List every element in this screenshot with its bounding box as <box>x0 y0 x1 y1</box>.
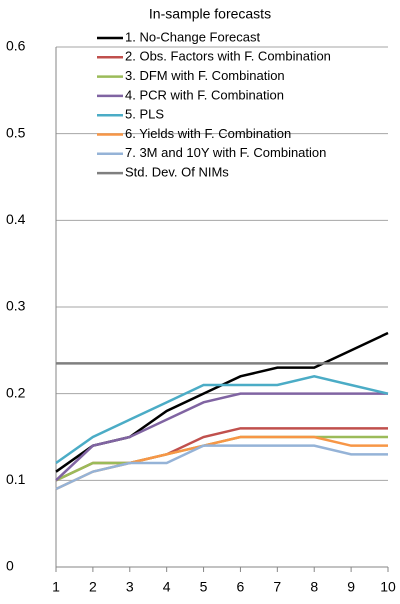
legend-label: 7. 3M and 10Y with F. Combination <box>125 145 326 160</box>
x-tick-label: 10 <box>380 579 396 595</box>
legend-label: 2. Obs. Factors with F. Combination <box>125 49 331 64</box>
x-tick-label: 2 <box>89 579 97 595</box>
series-line <box>55 392 388 482</box>
series-line <box>55 375 389 465</box>
x-tick-label: 4 <box>163 579 171 595</box>
y-tick-label: 0.3 <box>6 298 26 314</box>
legend-label: 6. Yields with F. Combination <box>125 126 291 141</box>
x-tick-label: 1 <box>52 579 60 595</box>
y-tick-label: 0.1 <box>6 471 26 487</box>
x-tick-label: 3 <box>126 579 134 595</box>
y-tick-label: 0.4 <box>6 211 26 227</box>
legend-label: 3. DFM with F. Combination <box>125 68 285 83</box>
legend-label: 5. PLS <box>125 107 164 122</box>
series-line <box>55 444 388 491</box>
y-tick-label: 0.6 <box>6 38 26 54</box>
x-tick-label: 6 <box>237 579 245 595</box>
y-tick-label: 0.5 <box>6 124 26 140</box>
y-tick-label: 0.2 <box>6 384 26 400</box>
x-tick-label: 8 <box>310 579 318 595</box>
chart-title: In-sample forecasts <box>149 6 271 22</box>
legend-label: 4. PCR with F. Combination <box>125 87 284 102</box>
legend-label: Std. Dev. Of NIMs <box>125 165 229 180</box>
legend-label: 1. No-Change Forecast <box>125 29 261 44</box>
x-tick-label: 7 <box>273 579 281 595</box>
x-tick-label: 5 <box>200 579 208 595</box>
x-tick-label: 9 <box>347 579 355 595</box>
y-tick-label: 0 <box>6 558 14 574</box>
